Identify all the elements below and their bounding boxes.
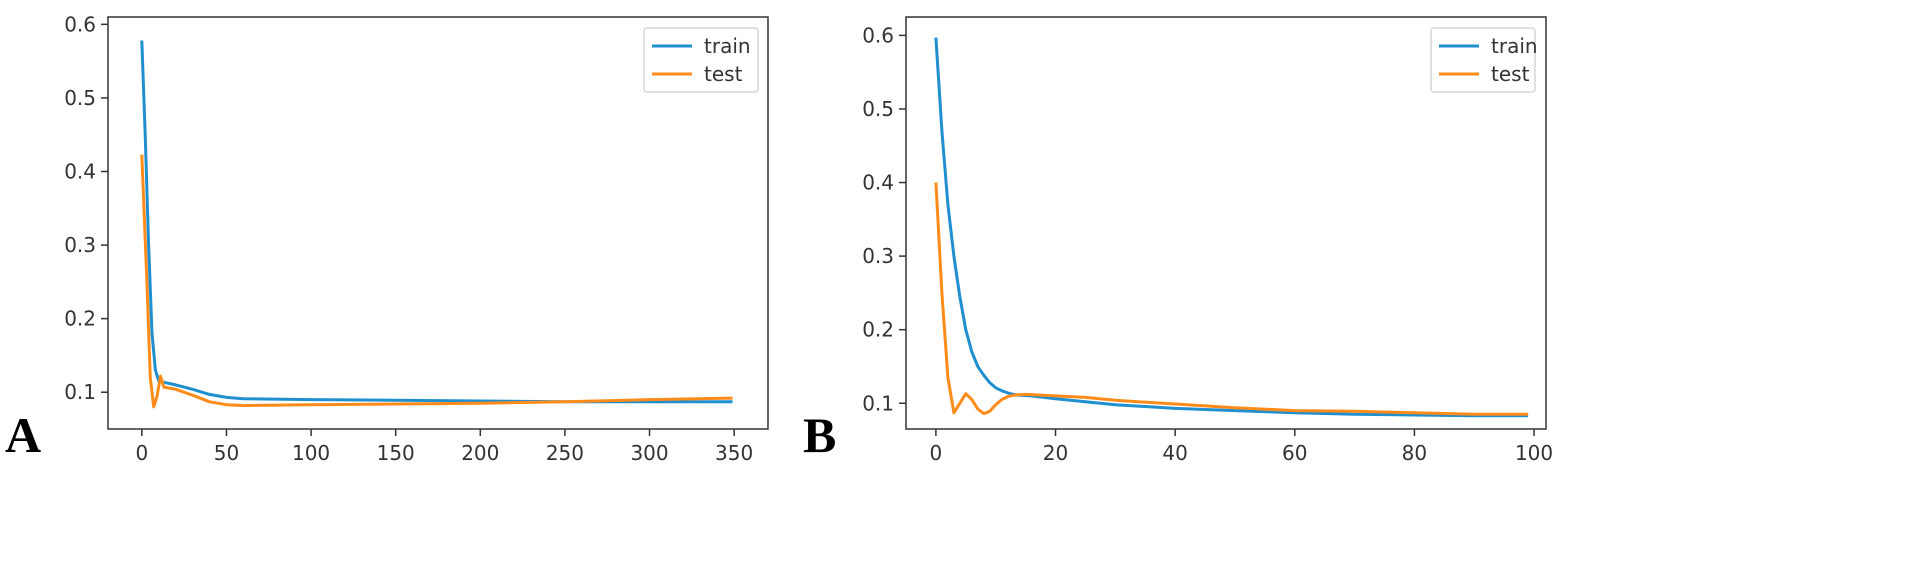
series-line-train xyxy=(934,37,1529,418)
x-tick-label: 150 xyxy=(377,441,415,465)
plot-frame xyxy=(905,16,1547,430)
y-tick-label: 0.6 xyxy=(64,12,96,36)
legend-label-train: train xyxy=(1491,34,1538,58)
x-tick-label: 300 xyxy=(630,441,668,465)
x-tick-label: 0 xyxy=(930,441,943,465)
x-tick-label: 0 xyxy=(135,441,148,465)
x-tick-label: 100 xyxy=(1515,441,1553,465)
y-tick-label: 0.4 xyxy=(862,171,894,195)
y-tick-label: 0.1 xyxy=(64,380,96,404)
x-tick-label: 50 xyxy=(214,441,239,465)
y-tick-label: 0.4 xyxy=(64,160,96,184)
legend-box xyxy=(643,27,759,93)
panel-label: B xyxy=(803,407,836,463)
y-tick-label: 0.6 xyxy=(862,23,894,47)
x-tick-label: 350 xyxy=(715,441,753,465)
y-tick-label: 0.2 xyxy=(64,307,96,331)
plot-frame xyxy=(107,16,769,430)
x-tick-label: 80 xyxy=(1402,441,1427,465)
legend-box xyxy=(1430,27,1536,93)
y-tick-label: 0.5 xyxy=(64,86,96,110)
series-line-test xyxy=(140,154,733,409)
chart-a: 0 50 100 150 200 250 300 350 0.1 0.2 0.3 0.4 0.5 0.6 t… xyxy=(5,12,769,465)
y-tick-label: 0.2 xyxy=(862,318,894,342)
x-tick-label: 100 xyxy=(292,441,330,465)
legend-label-test: test xyxy=(1491,62,1530,86)
y-tick-label: 0.5 xyxy=(862,97,894,121)
chart-b: 0 20 40 60 80 100 0.1 0.2 0.3 0.4 0.5 0.6 train test B xyxy=(803,16,1553,465)
series-line-train xyxy=(140,40,733,404)
legend-label-train: train xyxy=(704,34,751,58)
y-tick-label: 0.3 xyxy=(862,244,894,268)
panel-label: A xyxy=(5,407,41,463)
x-tick-label: 40 xyxy=(1162,441,1187,465)
legend-label-test: test xyxy=(704,62,743,86)
y-tick-label: 0.3 xyxy=(64,233,96,257)
x-tick-label: 60 xyxy=(1282,441,1307,465)
x-tick-label: 200 xyxy=(461,441,499,465)
series-line-test xyxy=(934,182,1529,416)
x-tick-label: 20 xyxy=(1043,441,1068,465)
x-tick-label: 250 xyxy=(546,441,584,465)
y-tick-label: 0.1 xyxy=(862,391,894,415)
